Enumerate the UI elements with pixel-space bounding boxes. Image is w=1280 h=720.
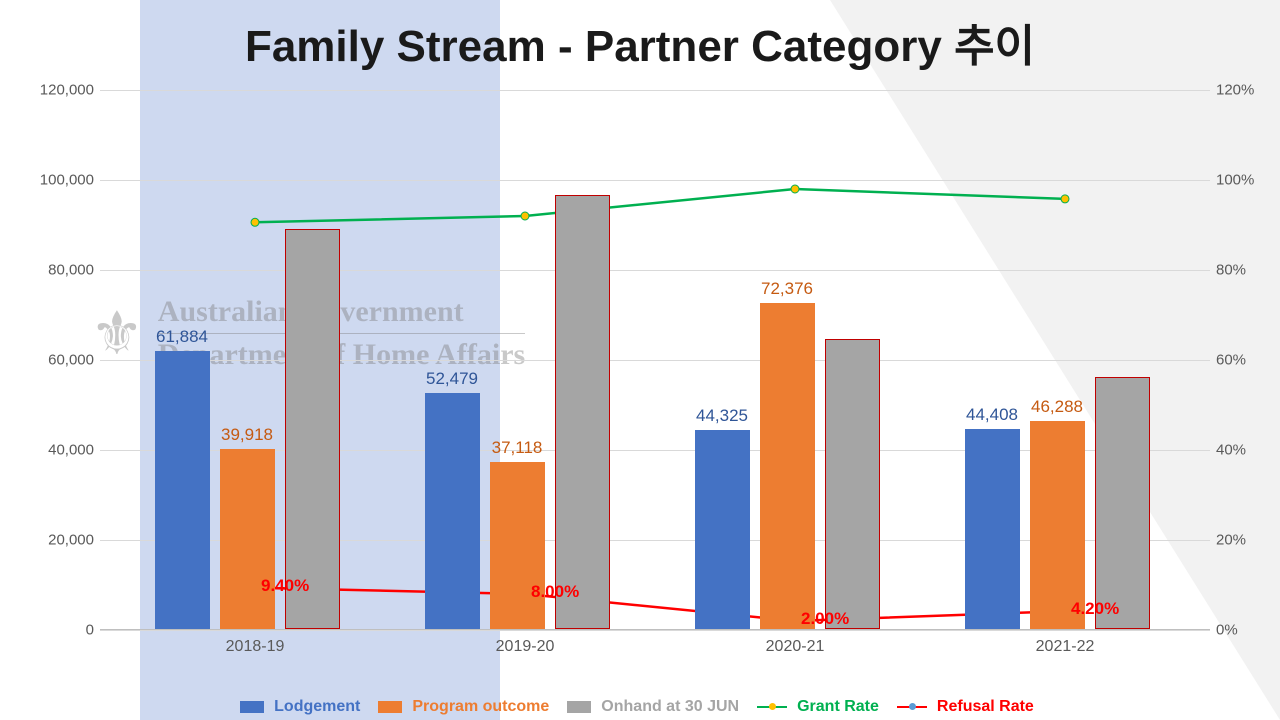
- y-left-tick: 0: [28, 622, 94, 639]
- x-axis-label: 2019-20: [425, 638, 625, 656]
- y-right-tick: 100%: [1216, 172, 1270, 189]
- bar-group: 61,88439,918: [155, 89, 355, 629]
- bar-program-outcome: [220, 449, 275, 629]
- y-right-tick: 0%: [1216, 622, 1270, 639]
- bar-onhand-at-30-jun: [1095, 377, 1150, 629]
- y-right-tick: 40%: [1216, 442, 1270, 459]
- legend-item: Program outcome: [378, 698, 555, 715]
- line-value-label: 9.40%: [261, 576, 309, 596]
- legend-label: Program outcome: [412, 698, 549, 715]
- bar-lodgement: [425, 393, 480, 629]
- plot-area: 61,88439,91852,47937,11844,32572,37644,4…: [100, 90, 1210, 630]
- bar-program-outcome: [490, 462, 545, 629]
- legend-item: Grant Rate: [757, 698, 885, 715]
- legend-label: Refusal Rate: [937, 698, 1034, 715]
- legend-label: Lodgement: [274, 698, 360, 715]
- line-value-label: 2.00%: [801, 609, 849, 629]
- bar-group: 52,47937,118: [425, 89, 625, 629]
- y-left-tick: 80,000: [28, 262, 94, 279]
- y-axis-left: 020,00040,00060,00080,000100,000120,000: [28, 90, 94, 630]
- y-left-tick: 120,000: [28, 82, 94, 99]
- bar-value-label: 72,376: [742, 279, 832, 299]
- bar-value-label: 46,288: [1012, 397, 1102, 417]
- bar-value-label: 39,918: [202, 425, 292, 445]
- y-right-tick: 20%: [1216, 532, 1270, 549]
- y-right-tick: 80%: [1216, 262, 1270, 279]
- bar-value-label: 44,325: [677, 406, 767, 426]
- bar-value-label: 52,479: [407, 369, 497, 389]
- line-grant-rate: [255, 189, 1065, 222]
- bar-program-outcome: [1030, 421, 1085, 629]
- bar-onhand-at-30-jun: [825, 339, 880, 629]
- y-left-tick: 40,000: [28, 442, 94, 459]
- line-refusal-rate: [255, 588, 1065, 621]
- bar-group: 44,40846,288: [965, 89, 1165, 629]
- bar-onhand-at-30-jun: [555, 195, 610, 629]
- legend-label: Grant Rate: [797, 698, 879, 715]
- chart-area: 020,00040,00060,00080,000100,000120,000 …: [100, 90, 1210, 650]
- legend-item: Onhand at 30 JUN: [567, 698, 745, 715]
- line-value-label: 4.20%: [1071, 599, 1119, 619]
- bar-lodgement: [155, 351, 210, 629]
- bar-group: 44,32572,376: [695, 89, 895, 629]
- bar-program-outcome: [760, 303, 815, 629]
- y-right-tick: 120%: [1216, 82, 1270, 99]
- y-left-tick: 20,000: [28, 532, 94, 549]
- bar-lodgement: [695, 430, 750, 629]
- legend-item: Lodgement: [240, 698, 366, 715]
- y-left-tick: 60,000: [28, 352, 94, 369]
- line-value-label: 8.00%: [531, 582, 579, 602]
- x-axis-label: 2020-21: [695, 638, 895, 656]
- bar-value-label: 37,118: [472, 438, 562, 458]
- legend-item: Refusal Rate: [897, 698, 1040, 715]
- bar-lodgement: [965, 429, 1020, 629]
- legend-label: Onhand at 30 JUN: [601, 698, 739, 715]
- x-axis-label: 2018-19: [155, 638, 355, 656]
- y-left-tick: 100,000: [28, 172, 94, 189]
- bar-onhand-at-30-jun: [285, 229, 340, 630]
- chart-title: Family Stream - Partner Category 추이: [0, 10, 1280, 74]
- y-axis-right: 0%20%40%60%80%100%120%: [1216, 90, 1270, 630]
- x-axis-label: 2021-22: [965, 638, 1165, 656]
- y-right-tick: 60%: [1216, 352, 1270, 369]
- legend: Lodgement Program outcome Onhand at 30 JUN…: [0, 698, 1280, 716]
- bar-value-label: 61,884: [137, 327, 227, 347]
